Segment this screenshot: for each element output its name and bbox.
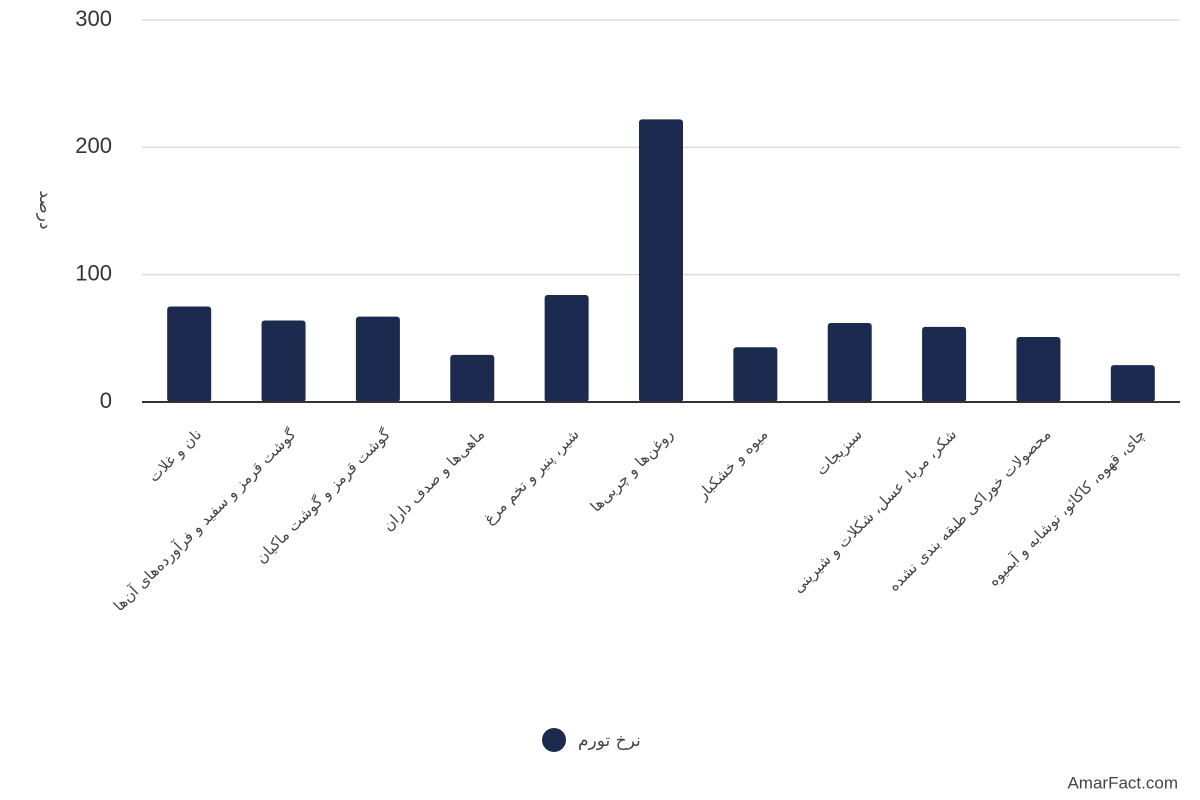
legend-swatch [542, 728, 566, 752]
x-tick-label: نان و غلات [145, 425, 205, 485]
x-tick-label: میوه و خشکبار [693, 425, 772, 504]
y-tick-label: 200 [75, 133, 112, 158]
y-tick-label: 100 [75, 260, 112, 285]
bar [544, 295, 589, 402]
bar [639, 119, 683, 402]
y-axis-label: درصد [35, 190, 55, 229]
y-tick-label: 300 [75, 6, 112, 31]
y-tick-label: 0 [100, 388, 112, 413]
bar [261, 320, 306, 402]
bar [450, 354, 495, 402]
x-tick-label: روغن‌ها و چربی‌ها [587, 425, 677, 515]
bar [1016, 337, 1061, 402]
bar [355, 316, 400, 402]
x-tick-label: چای، قهوه، کاکائو، نوشابه و آبمیوه [984, 425, 1149, 590]
x-tick-label: شیر، پنیر و تخم مرغ [480, 425, 583, 528]
x-tick-label: ماهی‌ها و صدف داران [379, 425, 488, 534]
x-tick-label: گوشت قرمز و سفید و فرآورده‌های آن‌ها [110, 425, 300, 615]
watermark: AmarFact.com [1067, 773, 1178, 792]
x-tick-label: سبزیجات [812, 425, 866, 479]
bar [1110, 365, 1155, 402]
bar [827, 323, 872, 402]
bar [733, 347, 778, 402]
x-tick-label: شکر، مربا، عسل، شکلات و شیرینی [789, 425, 960, 596]
bar [922, 326, 967, 402]
legend-label: نرخ تورم [578, 731, 641, 751]
bar [167, 306, 212, 402]
x-tick-label: محصولات خوراکی طبقه بندی نشده [885, 425, 1055, 595]
